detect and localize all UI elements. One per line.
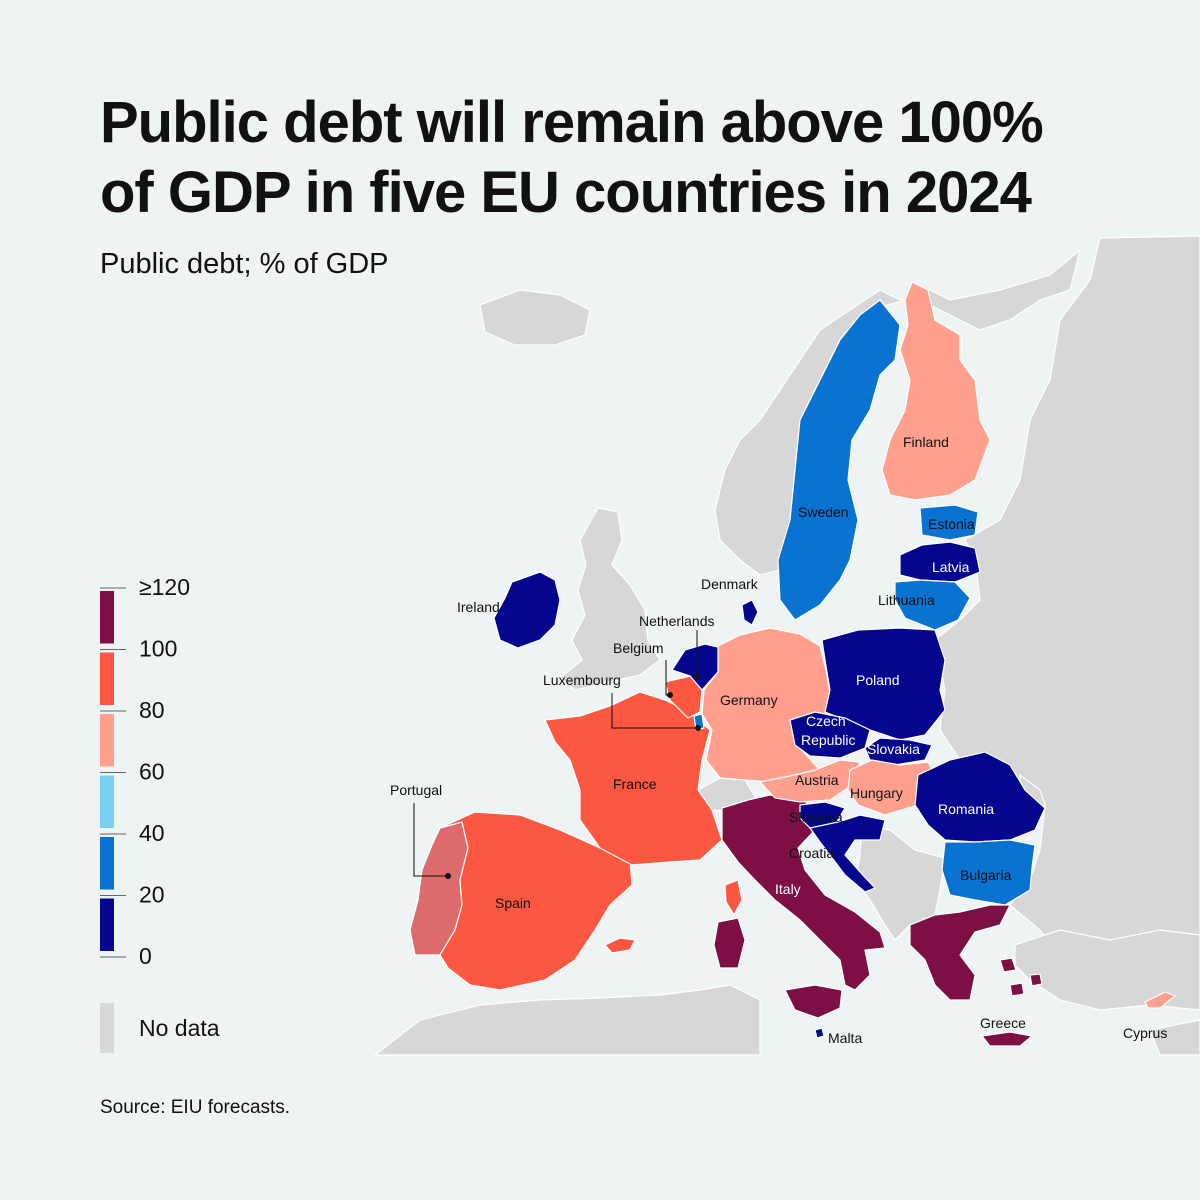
label-czech-line1: Czech: [806, 713, 846, 729]
legend-label-no-data: No data: [139, 1015, 220, 1041]
label-hungary: Hungary: [850, 785, 903, 801]
legend-swatch: [100, 837, 114, 890]
iceland: [479, 289, 591, 346]
country-greece-crete[interactable]: [980, 1031, 1034, 1047]
middle-east: [1149, 1019, 1200, 1056]
legend-label: ≥120: [139, 574, 190, 600]
country-latvia[interactable]: [899, 541, 981, 583]
country-labels: Ireland Portugal Spain France Belgium Lu…: [390, 434, 1167, 1046]
legend: ≥120 100 80 60 40 20 0 No data: [100, 574, 220, 1053]
label-poland: Poland: [856, 672, 900, 688]
label-finland: Finland: [903, 434, 949, 450]
country-lithuania[interactable]: [894, 579, 971, 631]
label-greece: Greece: [980, 1015, 1026, 1031]
label-austria: Austria: [795, 772, 839, 788]
country-romania[interactable]: [914, 751, 1046, 843]
country-croatia[interactable]: [808, 814, 886, 893]
country-france[interactable]: [544, 691, 723, 866]
leader-dot-portugal: [445, 873, 451, 879]
label-spain: Spain: [495, 895, 531, 911]
no-data-land: [373, 235, 1200, 1056]
north-africa: [373, 984, 761, 1056]
label-romania: Romania: [938, 801, 994, 817]
leader-line-portugal: [413, 803, 448, 877]
label-portugal: Portugal: [390, 782, 442, 798]
leader-dot-luxembourg: [695, 725, 701, 731]
legend-label: 100: [139, 636, 177, 662]
label-sweden: Sweden: [798, 504, 849, 520]
label-malta: Malta: [828, 1030, 862, 1046]
label-netherlands: Netherlands: [639, 613, 715, 629]
legend-label: 40: [139, 820, 165, 846]
country-spain-balearic[interactable]: [604, 937, 636, 954]
legend-swatch-no-data: [100, 1003, 114, 1053]
leader-dot-netherlands: [694, 673, 700, 679]
legend-swatch: [100, 898, 114, 951]
label-germany: Germany: [720, 692, 778, 708]
leader-line-luxembourg: [611, 693, 698, 729]
country-greece[interactable]: [909, 904, 1011, 1001]
legend-label: 60: [139, 759, 165, 785]
country-france-corsica[interactable]: [724, 879, 743, 917]
label-bulgaria: Bulgaria: [960, 867, 1012, 883]
country-estonia[interactable]: [919, 504, 979, 541]
legend-label: 0: [139, 943, 152, 969]
label-estonia: Estonia: [928, 516, 975, 532]
label-denmark: Denmark: [701, 576, 759, 592]
turkey: [1014, 929, 1200, 1011]
label-belgium: Belgium: [613, 640, 664, 656]
country-ireland[interactable]: [493, 571, 561, 649]
country-cyprus[interactable]: [1144, 991, 1177, 1009]
leader-dot-belgium: [667, 692, 673, 698]
label-luxembourg: Luxembourg: [543, 672, 621, 688]
great-britain: [559, 507, 661, 691]
legend-swatch: [100, 775, 114, 828]
page-title: Public debt will remain above 100% of GD…: [100, 88, 1100, 228]
country-sweden[interactable]: [777, 299, 901, 621]
leader-lines: [413, 630, 701, 879]
legend-swatch: [100, 652, 114, 705]
legend-swatch: [100, 714, 114, 767]
label-czech-line2: Republic: [801, 732, 855, 748]
label-latvia: Latvia: [932, 559, 970, 575]
eu-countries: [409, 281, 1177, 1047]
label-cyprus: Cyprus: [1123, 1025, 1167, 1041]
country-italy-sardinia[interactable]: [713, 917, 746, 969]
label-croatia: Croatia: [789, 845, 834, 861]
country-spain[interactable]: [439, 811, 633, 991]
label-italy: Italy: [775, 881, 801, 897]
label-ireland: Ireland: [457, 599, 500, 615]
country-italy-sicily[interactable]: [784, 984, 843, 1019]
title-line-1: Public debt will remain above 100%: [100, 90, 1044, 155]
label-france: France: [613, 776, 657, 792]
country-greece-islands[interactable]: [999, 957, 1043, 997]
legend-label: 20: [139, 882, 165, 908]
label-slovenia: Slovenia: [789, 809, 843, 825]
country-denmark[interactable]: [741, 599, 759, 626]
norway: [714, 248, 1082, 576]
country-bulgaria[interactable]: [941, 839, 1036, 906]
legend-swatch: [100, 591, 114, 644]
subtitle: Public debt; % of GDP: [100, 248, 389, 280]
label-slovakia: Slovakia: [867, 741, 920, 757]
legend-label: 80: [139, 697, 165, 723]
country-malta[interactable]: [814, 1027, 825, 1039]
country-poland[interactable]: [821, 627, 946, 741]
country-finland[interactable]: [881, 281, 991, 501]
label-lithuania: Lithuania: [878, 592, 935, 608]
title-line-2: of GDP in five EU countries in 2024: [100, 160, 1032, 225]
source-note: Source: EIU forecasts.: [100, 1097, 291, 1118]
